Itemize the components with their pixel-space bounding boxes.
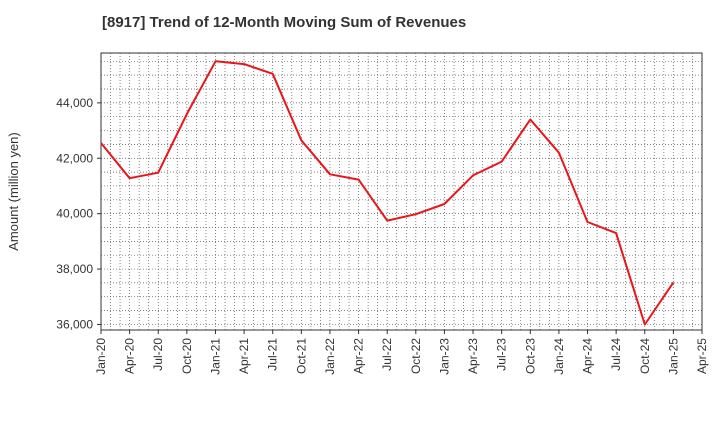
- x-tick-label: Apr-21: [237, 338, 251, 374]
- x-tick-label: Jul-23: [495, 338, 509, 371]
- x-tick-label: Jan-21: [208, 338, 222, 375]
- x-tick-label: Jan-20: [94, 338, 108, 375]
- x-tick-label: Oct-21: [294, 338, 308, 374]
- y-tick-label: 44,000: [56, 96, 93, 110]
- series-layer: [100, 60, 675, 326]
- chart-title: [8917] Trend of 12-Month Moving Sum of R…: [102, 14, 467, 31]
- x-tick-label: Jul-22: [380, 338, 394, 371]
- x-tick-label: Oct-20: [180, 338, 194, 374]
- y-tick-label: 36,000: [56, 317, 93, 331]
- x-tick-label: Apr-25: [695, 338, 709, 374]
- x-tick-label: Jan-24: [552, 338, 566, 375]
- series-line: [100, 60, 675, 326]
- x-tick-label: Apr-20: [123, 338, 137, 374]
- x-tick-label: Jul-20: [151, 338, 165, 371]
- x-tick-label: Apr-22: [352, 338, 366, 374]
- y-tick-label: 40,000: [56, 207, 93, 221]
- gridlines: [101, 53, 702, 330]
- y-axis: 36,000 38,000 40,000 42,000 44,000: [56, 96, 101, 331]
- x-tick-label: Jul-24: [609, 338, 623, 371]
- x-tick-label: Oct-24: [638, 338, 652, 374]
- x-tick-label: Jan-23: [437, 338, 451, 375]
- x-tick-label: Oct-22: [409, 338, 423, 374]
- x-tick-label: Apr-24: [581, 338, 595, 374]
- x-axis: Jan-20 Apr-20 Jul-20 Oct-20 Jan-21 Apr-21 Jul-…: [94, 330, 709, 375]
- y-tick-label: 42,000: [56, 151, 93, 165]
- x-tick-label: Oct-23: [523, 338, 537, 374]
- y-tick-label: 38,000: [56, 262, 93, 276]
- x-tick-label: Apr-23: [466, 338, 480, 374]
- y-axis-label: Amount (million yen): [6, 132, 21, 251]
- plot-area-frame: [100, 52, 703, 331]
- x-tick-label: Jul-21: [266, 338, 280, 371]
- x-tick-label: Jan-25: [666, 338, 680, 375]
- x-tick-label: Jan-22: [323, 338, 337, 375]
